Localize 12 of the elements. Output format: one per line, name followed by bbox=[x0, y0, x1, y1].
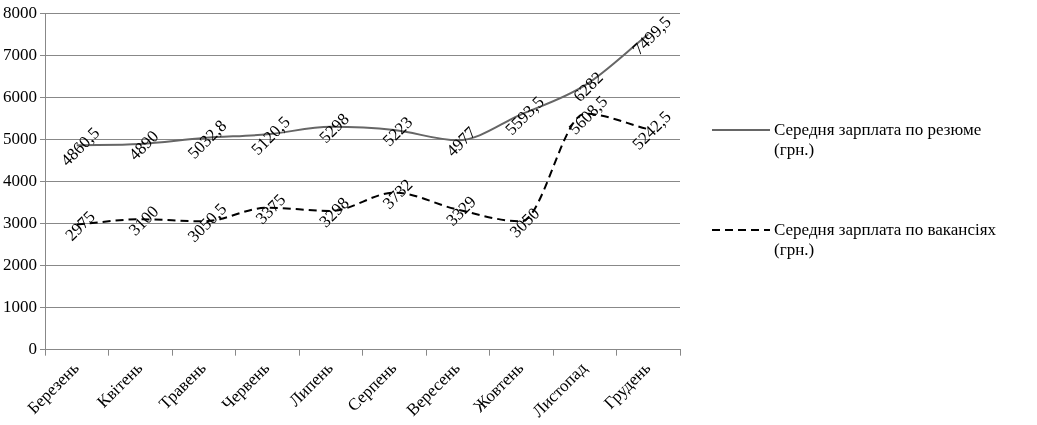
y-tick-label: 2000 bbox=[3, 255, 37, 275]
legend-label: Середня зарплата по резюме (грн.) bbox=[774, 120, 983, 160]
y-tick-label: 3000 bbox=[3, 212, 37, 232]
y-tick-label: 1000 bbox=[3, 297, 37, 317]
data-label: 4890 bbox=[124, 126, 163, 165]
y-tick-label: 5000 bbox=[3, 128, 37, 148]
y-tick-label: 8000 bbox=[3, 2, 37, 22]
y-tick-label: 0 bbox=[28, 339, 37, 359]
legend-label: Середня зарплата по вакансіях (грн.) bbox=[774, 220, 998, 260]
y-tick-label: 7000 bbox=[3, 44, 37, 64]
y-tick-label: 4000 bbox=[3, 170, 37, 190]
y-tick-label: 6000 bbox=[3, 86, 37, 106]
